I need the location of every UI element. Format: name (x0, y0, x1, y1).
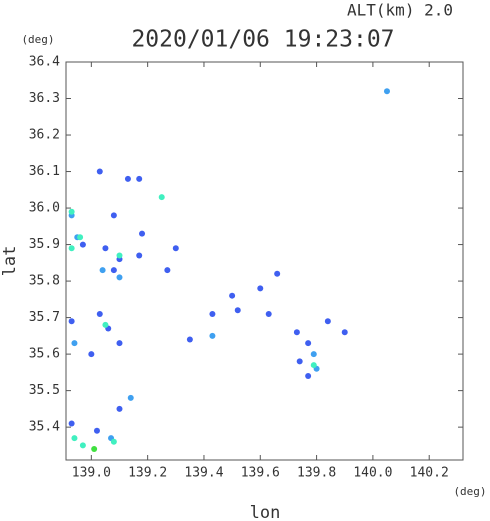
echo-point (172, 245, 179, 252)
y-tick-label: 36.0 (29, 201, 60, 216)
echo-point (102, 245, 109, 252)
echo-point (99, 267, 106, 274)
echo-point (68, 420, 75, 427)
echo-point (110, 438, 117, 445)
echo-point (234, 307, 241, 314)
echo-point (77, 234, 84, 241)
x-unit: (deg) (453, 485, 486, 498)
y-unit: (deg) (21, 33, 54, 46)
echo-point (96, 310, 103, 317)
echo-point (186, 336, 193, 343)
x-axis-label: lon (250, 503, 281, 521)
echo-point (102, 321, 109, 328)
echo-point (91, 446, 98, 453)
echo-point (164, 267, 171, 274)
echo-point (310, 351, 317, 358)
y-tick-label: 36.4 (29, 55, 60, 70)
echo-point (110, 267, 117, 274)
x-tick-label: 140.0 (353, 466, 392, 481)
y-tick-label: 35.6 (29, 347, 60, 362)
echo-point (139, 230, 146, 237)
x-tick-label: 139.8 (297, 466, 336, 481)
x-tick-label: 139.6 (241, 466, 280, 481)
echo-point (116, 340, 123, 347)
chart-title: 2020/01/06 19:23:07 (131, 27, 394, 53)
echo-point (116, 274, 123, 281)
y-tick-label: 36.2 (29, 128, 60, 143)
echo-point (265, 310, 272, 317)
echo-point (296, 358, 303, 365)
echo-point (127, 394, 134, 401)
echo-point (305, 373, 312, 380)
x-tick-label: 139.0 (72, 466, 111, 481)
echo-point (293, 329, 300, 336)
echo-point (96, 168, 103, 175)
echo-point (68, 318, 75, 325)
echo-point (88, 351, 95, 358)
echo-point (209, 310, 216, 317)
echo-point (136, 252, 143, 259)
echo-point (136, 175, 143, 182)
altitude-label: ALT(km) 2.0 (347, 1, 453, 20)
x-tick-label: 139.2 (128, 466, 167, 481)
echo-point (341, 329, 348, 336)
y-tick-label: 35.7 (29, 310, 60, 325)
plot-frame (65, 61, 464, 461)
x-tick-label: 139.4 (184, 466, 223, 481)
echo-point (116, 405, 123, 412)
echo-point (257, 285, 264, 292)
echo-point (305, 340, 312, 347)
y-tick-label: 35.8 (29, 274, 60, 289)
y-tick-label: 35.4 (29, 420, 60, 435)
echo-point (68, 208, 75, 215)
echo-point (324, 318, 331, 325)
echo-point (124, 175, 131, 182)
y-tick-label: 35.9 (29, 237, 60, 252)
echo-point (110, 212, 117, 219)
echo-point (310, 362, 317, 369)
y-axis-label: lat (0, 246, 20, 277)
echo-point (79, 442, 86, 449)
y-tick-label: 35.5 (29, 383, 60, 398)
echo-point (116, 252, 123, 259)
echo-point (93, 427, 100, 434)
x-tick-label: 140.2 (410, 466, 449, 481)
echo-point (274, 270, 281, 277)
echo-point (158, 194, 165, 201)
echo-point (383, 88, 390, 95)
echo-point (229, 292, 236, 299)
y-tick-label: 36.1 (29, 164, 60, 179)
echo-point (71, 435, 78, 442)
echo-point (209, 332, 216, 339)
echo-point (68, 245, 75, 252)
echo-point (71, 340, 78, 347)
echo-point (79, 241, 86, 248)
y-tick-label: 36.3 (29, 91, 60, 106)
